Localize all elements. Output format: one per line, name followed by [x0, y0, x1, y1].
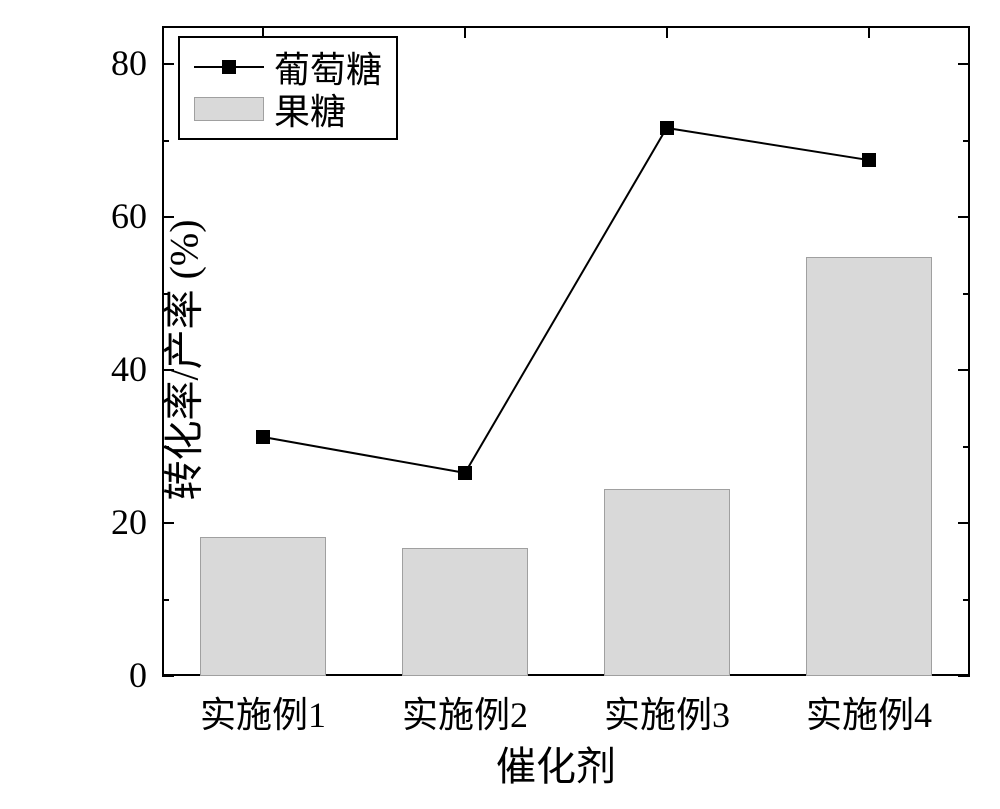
y-tick-mark	[162, 675, 174, 677]
y-tick-mark	[162, 522, 174, 524]
y-tick-mark-right	[958, 369, 970, 371]
y-tick-label: 40	[92, 348, 147, 390]
square-marker-icon	[862, 153, 876, 167]
y-minor-tick-right	[963, 140, 970, 142]
y-tick-label: 60	[92, 195, 147, 237]
square-marker-icon	[660, 121, 674, 135]
x-tick-label: 实施例4	[779, 686, 959, 738]
x-tick-label: 实施例1	[173, 686, 353, 738]
y-minor-tick	[162, 599, 169, 601]
bar	[402, 548, 527, 676]
y-tick-mark	[162, 369, 174, 371]
y-minor-tick	[162, 140, 169, 142]
chart-container: 转化率/产率 (%) 催化剂 0 20 40 60 80 实施例1 实施例2 实施例3 实施例…	[0, 0, 1000, 809]
y-tick-mark	[162, 216, 174, 218]
square-marker-icon	[222, 60, 236, 74]
y-tick-label: 20	[92, 501, 147, 543]
y-minor-tick-right	[963, 446, 970, 448]
bar	[200, 537, 325, 676]
bar	[806, 257, 931, 676]
y-tick-mark-right	[958, 675, 970, 677]
y-tick-mark	[162, 63, 174, 65]
y-minor-tick	[162, 293, 169, 295]
x-tick-mark-top	[868, 26, 870, 38]
legend-line-sample	[194, 57, 264, 77]
y-axis-title: 转化率/产率 (%)	[152, 219, 210, 500]
x-tick-mark-top	[464, 26, 466, 38]
legend-row-line: 葡萄糖	[194, 46, 382, 88]
y-tick-mark-right	[958, 522, 970, 524]
legend-label-bar: 果糖	[274, 83, 346, 135]
y-tick-label: 0	[92, 654, 147, 696]
y-tick-mark-right	[958, 63, 970, 65]
x-tick-mark-top	[666, 26, 668, 38]
x-axis-title: 催化剂	[496, 734, 616, 792]
y-minor-tick	[162, 446, 169, 448]
bar	[604, 489, 729, 676]
x-tick-label: 实施例2	[375, 686, 555, 738]
y-minor-tick-right	[963, 293, 970, 295]
y-minor-tick-right	[963, 599, 970, 601]
legend-bar-sample	[194, 97, 264, 121]
y-tick-label: 80	[92, 42, 147, 84]
x-tick-label: 实施例3	[577, 686, 757, 738]
legend-row-bar: 果糖	[194, 88, 382, 130]
square-marker-icon	[458, 466, 472, 480]
square-marker-icon	[256, 430, 270, 444]
y-tick-mark-right	[958, 216, 970, 218]
legend: 葡萄糖 果糖	[178, 36, 398, 140]
